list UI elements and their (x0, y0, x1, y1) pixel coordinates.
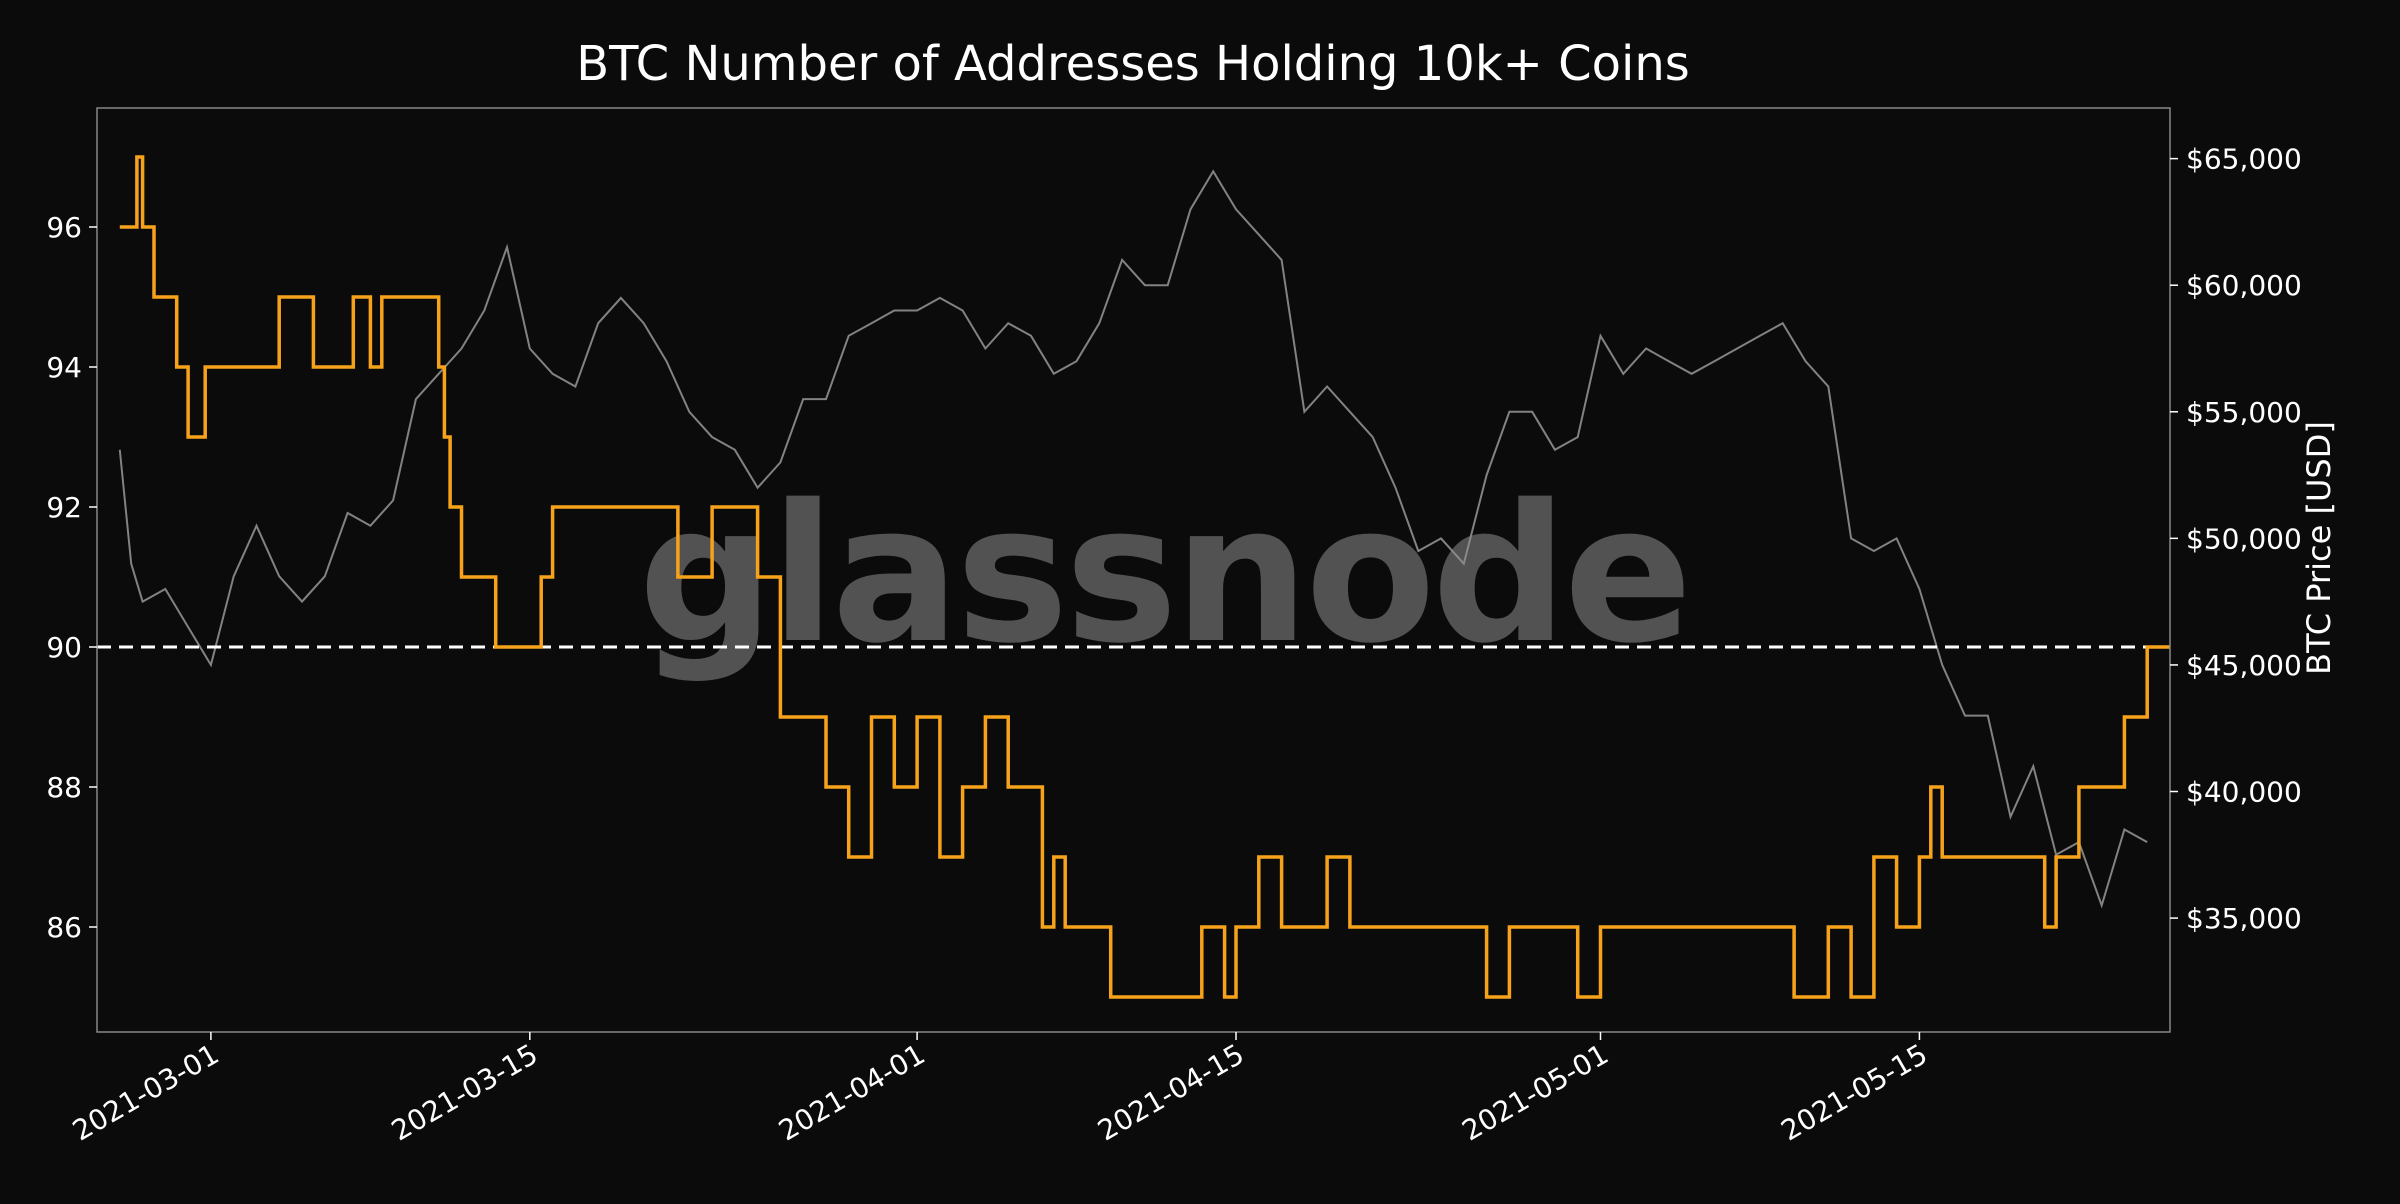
right-tick-label: $40,000 (2186, 776, 2302, 809)
left-tick-label: 90 (46, 631, 82, 664)
right-tick-label: $35,000 (2186, 902, 2302, 935)
plot-frame (96, 107, 2171, 1033)
right-tick-label: $55,000 (2186, 396, 2302, 429)
left-tick-label: 88 (46, 771, 82, 804)
left-tick-label: 86 (46, 911, 82, 944)
series-addresses-10k (119, 155, 2170, 999)
watermark-glassnode: glassnode (638, 464, 1688, 685)
right-tick-label: $50,000 (2186, 522, 2302, 555)
left-tick-label: 94 (46, 351, 82, 384)
left-tick-label: 92 (46, 491, 82, 524)
left-tick-label: 96 (46, 211, 82, 244)
right-tick-label: $45,000 (2186, 649, 2302, 682)
right-tick-label: $65,000 (2186, 143, 2302, 176)
right-axis-label: BTC Price [USD] (2300, 421, 2338, 675)
right-tick-label: $60,000 (2186, 269, 2302, 302)
series-btc-price (118, 169, 2148, 909)
chart-title: BTC Number of Addresses Holding 10k+ Coi… (576, 36, 1690, 92)
